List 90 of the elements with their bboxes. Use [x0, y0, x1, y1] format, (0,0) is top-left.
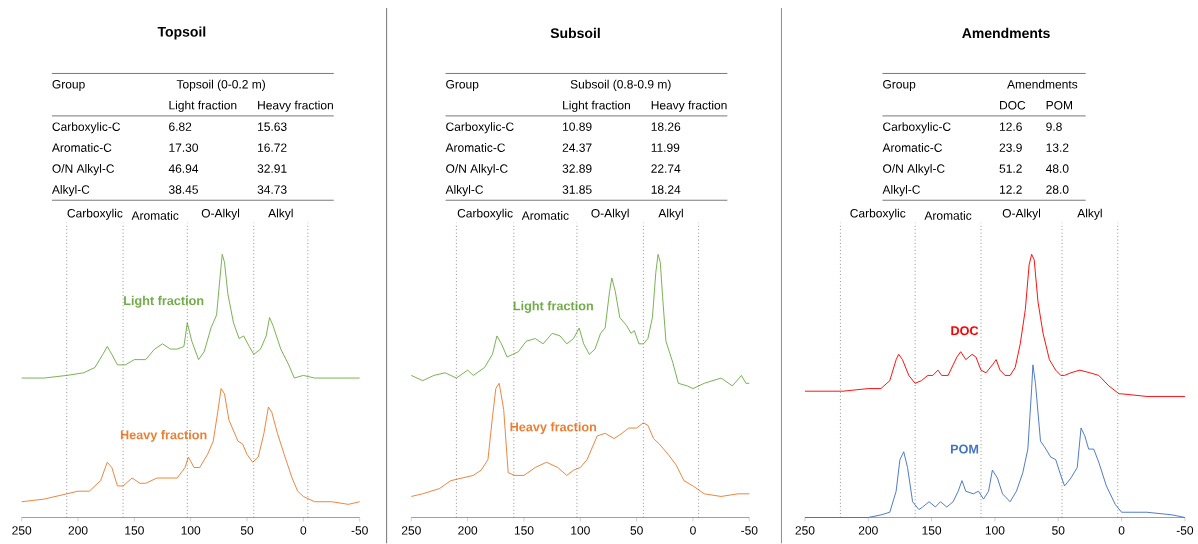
- text: Aromatic-C: [51, 143, 112, 152]
- text: 23.9: [999, 143, 1022, 152]
- text: Carboxylic-C: [52, 122, 121, 134]
- text: Alkyl: [268, 208, 293, 220]
- text: 22.74: [651, 164, 681, 173]
- text: 28.0: [1046, 185, 1069, 194]
- series-label: Heavy fraction: [510, 422, 597, 434]
- text: 31.85: [562, 185, 592, 194]
- x-tick-label: 250: [401, 526, 421, 535]
- text: 13.2: [1046, 143, 1069, 152]
- text: 48.0: [1045, 164, 1069, 173]
- text: 18.24: [651, 185, 681, 194]
- series-label: POM: [950, 444, 979, 454]
- text: Alkyl-C: [445, 185, 484, 197]
- x-tick-label: -50: [351, 526, 368, 535]
- text: 12.6: [999, 122, 1022, 132]
- x-tick-label: 250: [795, 526, 815, 535]
- text: 17.30: [169, 143, 199, 152]
- text: O-Alkyl: [1002, 208, 1041, 220]
- text: O-Alkyl: [591, 208, 629, 220]
- x-tick-label: 150: [125, 526, 144, 535]
- text: 15.63: [258, 122, 287, 132]
- series-label: Heavy fraction: [120, 430, 207, 442]
- series-label: Light fraction: [124, 295, 204, 308]
- text: Group: [883, 80, 916, 91]
- text: Carboxylic: [67, 208, 123, 220]
- x-tick-label: -50: [1176, 526, 1194, 535]
- text: Group: [446, 80, 479, 91]
- text: O-Alkyl: [201, 208, 240, 220]
- text: O/N Alkyl-C: [52, 164, 115, 176]
- text: Aromatic: [924, 211, 972, 220]
- x-tick-label: 50: [630, 526, 643, 535]
- x-tick-label: 200: [68, 526, 88, 535]
- series-label: DOC: [951, 326, 979, 336]
- x-tick-label: 250: [12, 526, 32, 535]
- text: Heavy fraction: [651, 100, 727, 112]
- text: Alkyl-C: [51, 185, 90, 197]
- text: Carboxylic-C: [883, 122, 951, 134]
- x-tick-label: -50: [741, 526, 758, 535]
- text: 10.89: [563, 122, 592, 132]
- text: Alkyl: [1077, 208, 1102, 220]
- text: Carboxylic: [850, 208, 906, 220]
- x-tick-label: 200: [458, 526, 478, 535]
- text: Amendments: [1007, 79, 1078, 89]
- x-tick-label: 0: [1118, 526, 1125, 535]
- text: Alkyl-C: [882, 185, 920, 197]
- x-tick-label: 50: [240, 526, 254, 535]
- text: Carboxylic-C: [446, 122, 514, 134]
- x-tick-label: 100: [985, 526, 1005, 535]
- x-tick-label: 50: [1052, 526, 1065, 535]
- text: 38.45: [168, 185, 198, 194]
- text: Aromatic-C: [445, 143, 506, 152]
- text: Aromatic-C: [882, 143, 942, 152]
- text: 12.2: [999, 185, 1022, 194]
- chart-title: Amendments: [962, 27, 1050, 39]
- text: Aromatic: [521, 211, 569, 220]
- text: O/N Alkyl-C: [446, 164, 508, 176]
- text: 11.99: [651, 143, 680, 152]
- text: Light fraction: [563, 100, 630, 112]
- series-label: Light fraction: [513, 301, 593, 313]
- x-tick-label: 150: [514, 526, 534, 535]
- text: 18.26: [651, 122, 681, 132]
- text: Heavy fraction: [258, 100, 333, 112]
- text: 46.94: [168, 164, 199, 173]
- text: 9.8: [1046, 122, 1062, 132]
- text: 32.89: [562, 164, 592, 173]
- text: POM: [1046, 101, 1073, 110]
- text: Topsoil (0-0.2 m): [176, 79, 265, 91]
- text: Aromatic: [131, 211, 179, 220]
- x-tick-label: 100: [181, 526, 201, 535]
- text: 34.73: [257, 185, 287, 194]
- chart-title: Topsoil: [157, 26, 206, 40]
- x-tick-label: 0: [300, 526, 307, 535]
- x-tick-label: 150: [922, 526, 942, 535]
- text: O/N Alkyl-C: [883, 164, 945, 176]
- x-tick-label: 0: [690, 526, 696, 535]
- text: DOC: [1000, 101, 1026, 110]
- text: Carboxylic: [457, 208, 513, 220]
- text: 24.37: [562, 143, 592, 152]
- text: Subsoil (0.8-0.9 m): [570, 79, 671, 91]
- chart-title: Subsoil: [550, 27, 600, 39]
- text: Alkyl: [658, 208, 683, 220]
- text: 51.2: [999, 164, 1022, 173]
- text: 32.91: [257, 164, 287, 173]
- x-tick-label: 200: [858, 526, 878, 535]
- text: Light fraction: [169, 100, 237, 112]
- x-tick-label: 100: [571, 526, 590, 535]
- text: 16.72: [258, 143, 287, 152]
- text: Group: [52, 80, 85, 91]
- text: 6.82: [169, 122, 192, 132]
